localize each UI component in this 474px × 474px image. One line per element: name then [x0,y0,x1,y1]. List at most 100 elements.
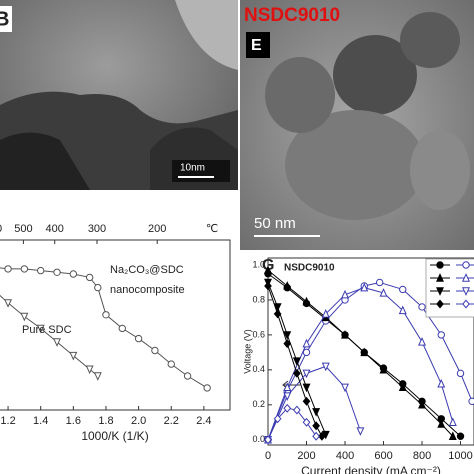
x-axis-label: Current density (mA cm⁻²) [301,464,441,474]
marker [398,382,407,392]
series-line [267,287,454,440]
marker [264,265,272,274]
marker [398,305,407,315]
marker [418,336,427,346]
x-tick-label: 1.2 [0,415,15,427]
marker [273,414,282,424]
marker [341,289,349,299]
x-tick-label: 2.2 [164,415,179,427]
marker [94,283,102,292]
marker [283,331,292,340]
marker [312,421,320,431]
marker [36,324,45,334]
marker [321,362,330,372]
series-line [267,365,361,440]
marker [318,431,326,441]
marker [53,268,61,276]
marker [312,431,320,441]
particle [265,57,335,133]
marker [264,281,272,291]
y-tick-label: 1.0 [252,259,265,269]
marker [53,338,61,347]
marker [448,417,457,426]
chart: 1.2 1.4 1.6 1.8 2.0 2.2 2.4 0 500 400 300 200 1000/K… [0,223,231,443]
particle [0,132,90,190]
image-title: NSDC9010 [244,5,340,26]
marker [69,270,78,278]
marker [183,372,192,380]
marker [151,346,159,355]
legend-marker [462,261,470,269]
marker [283,403,292,413]
legend-marker [462,299,470,309]
panel-label: B [0,8,9,30]
marker [118,324,126,333]
marker [273,303,282,312]
marker [375,278,384,287]
particle [285,110,425,220]
marker [85,365,94,375]
scale-label: 50 nm [254,215,296,232]
x-tick-label: 400 [336,450,354,462]
marker [448,431,457,440]
series-line [267,407,317,440]
x2-tick-label: 0 [0,223,2,235]
chart-title: NSDC9010 [284,263,335,274]
marker [102,311,110,319]
marker [293,405,301,415]
marker [321,309,330,318]
marker [379,364,388,374]
legend-marker [436,261,444,269]
particle [175,0,238,70]
marker [302,338,311,348]
marker [312,408,321,417]
marker [399,285,407,294]
marker [4,265,12,273]
marker [283,382,292,392]
x-tick-label: 1000 [448,450,472,462]
label-box [246,32,270,58]
label-box [0,6,12,32]
panel-label: E [251,37,262,54]
annotation: Pure SDC [22,324,72,336]
marker [264,435,272,445]
x-tick-label: 1.8 [98,415,113,427]
legend-marker [436,299,444,309]
marker [283,339,292,349]
marker [134,334,143,343]
marker [302,383,311,393]
x-tick-label: 800 [413,450,431,462]
marker [293,368,301,378]
y-tick-label: 0.8 [252,294,265,304]
x-tick-label: 2.4 [196,415,211,427]
marker [85,273,94,282]
marker [302,396,311,406]
marker [302,348,311,357]
y-tick-label: 0.6 [252,329,265,339]
marker [360,282,369,292]
marker [356,427,365,436]
x2-tick-label: 500 [14,223,32,235]
marker [283,392,292,401]
marker [341,330,349,339]
legend-marker [462,273,470,282]
x-tick-label: 2.0 [131,415,146,427]
y-tick-label: 0.2 [252,399,265,409]
marker [437,378,446,388]
marker [167,360,175,368]
legend-marker [436,273,444,282]
scale-label: 10nm [180,163,205,174]
marker [418,303,426,311]
marker [418,399,427,409]
chart: 0 200 400 600 800 1000 0.0 0.2 0.4 0.6 0.8 1.0 Curre… [242,257,474,474]
marker [273,309,282,319]
particle [333,35,417,115]
marker [341,383,349,393]
panel-b: B 10nm [0,0,238,190]
x-tick-label: 600 [374,450,392,462]
marker [283,281,292,290]
x2-axis-label: ℃ [206,223,218,235]
y-axis-label: Voltage (V) [242,329,252,374]
x-tick-label: 0 [265,450,271,462]
